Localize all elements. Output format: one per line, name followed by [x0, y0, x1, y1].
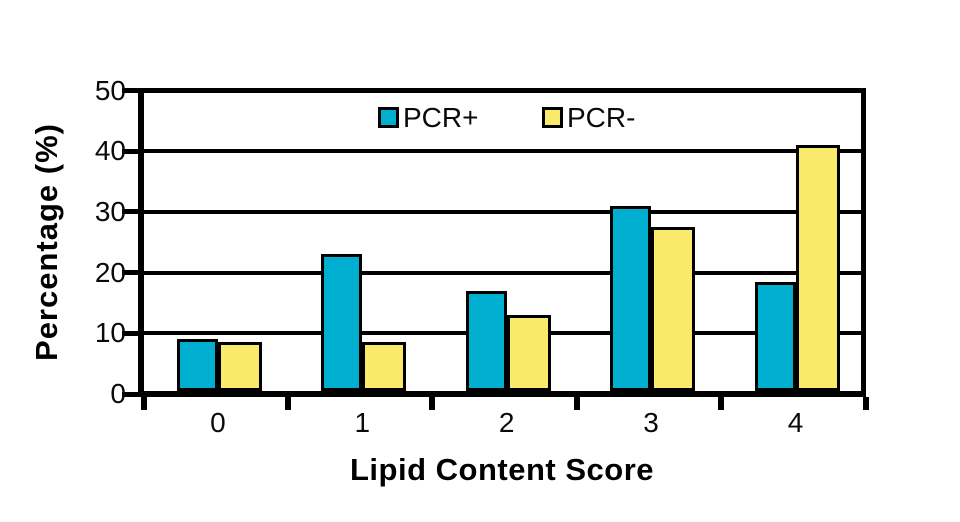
x-tick-label-0: 0: [210, 407, 226, 438]
y-tick-label-40: 40: [94, 135, 126, 167]
bar-pcr-minus-score-0: [217, 342, 262, 391]
x-tick-1: [284, 397, 291, 410]
y-tick-0: [122, 391, 138, 397]
y-tick-label-20: 20: [94, 256, 126, 288]
bar-pcr-plus-score-4: [754, 281, 796, 391]
bar-pcr-minus-score-1: [362, 342, 407, 391]
gridline-30: [144, 209, 861, 214]
y-tick-40: [122, 148, 138, 154]
x-tick-label-3: 3: [643, 407, 659, 438]
y-tick-label-50: 50: [94, 74, 126, 106]
bar-pcr-plus-score-3: [610, 205, 652, 391]
x-tick-0: [140, 397, 147, 410]
x-tick-label-4: 4: [787, 407, 804, 438]
y-tick-30: [122, 209, 138, 215]
y-tick-label-0: 0: [110, 378, 126, 409]
legend-label-pcr-plus: PCR+: [403, 102, 479, 133]
gridline-20: [144, 270, 861, 275]
y-tick-20: [122, 270, 138, 276]
x-axis-title: Lipid Content Score: [350, 452, 654, 487]
gridline-40: [144, 149, 861, 154]
legend-label-pcr-minus: PCR-: [567, 102, 636, 133]
bar-pcr-plus-score-1: [321, 254, 363, 391]
x-tick-5: [862, 397, 869, 410]
bar-pcr-plus-score-2: [465, 290, 507, 391]
y-tick-label-30: 30: [94, 195, 126, 227]
plot-area: [138, 88, 866, 397]
bar-pcr-minus-score-4: [795, 145, 840, 391]
x-tick-label-1: 1: [354, 407, 371, 438]
y-tick-10: [122, 330, 138, 336]
y-tick-50: [122, 88, 138, 93]
bar-pcr-minus-score-3: [651, 227, 696, 391]
x-tick-2: [429, 397, 436, 410]
legend-swatch-pcr-minus: [542, 107, 563, 128]
bar-pcr-minus-score-2: [506, 315, 551, 391]
x-tick-3: [573, 397, 580, 410]
x-tick-label-2: 2: [498, 407, 515, 438]
bar-pcr-plus-score-0: [176, 339, 218, 391]
legend-swatch-pcr-plus: [378, 107, 399, 128]
x-tick-4: [718, 397, 725, 410]
y-tick-label-10: 10: [94, 317, 126, 349]
